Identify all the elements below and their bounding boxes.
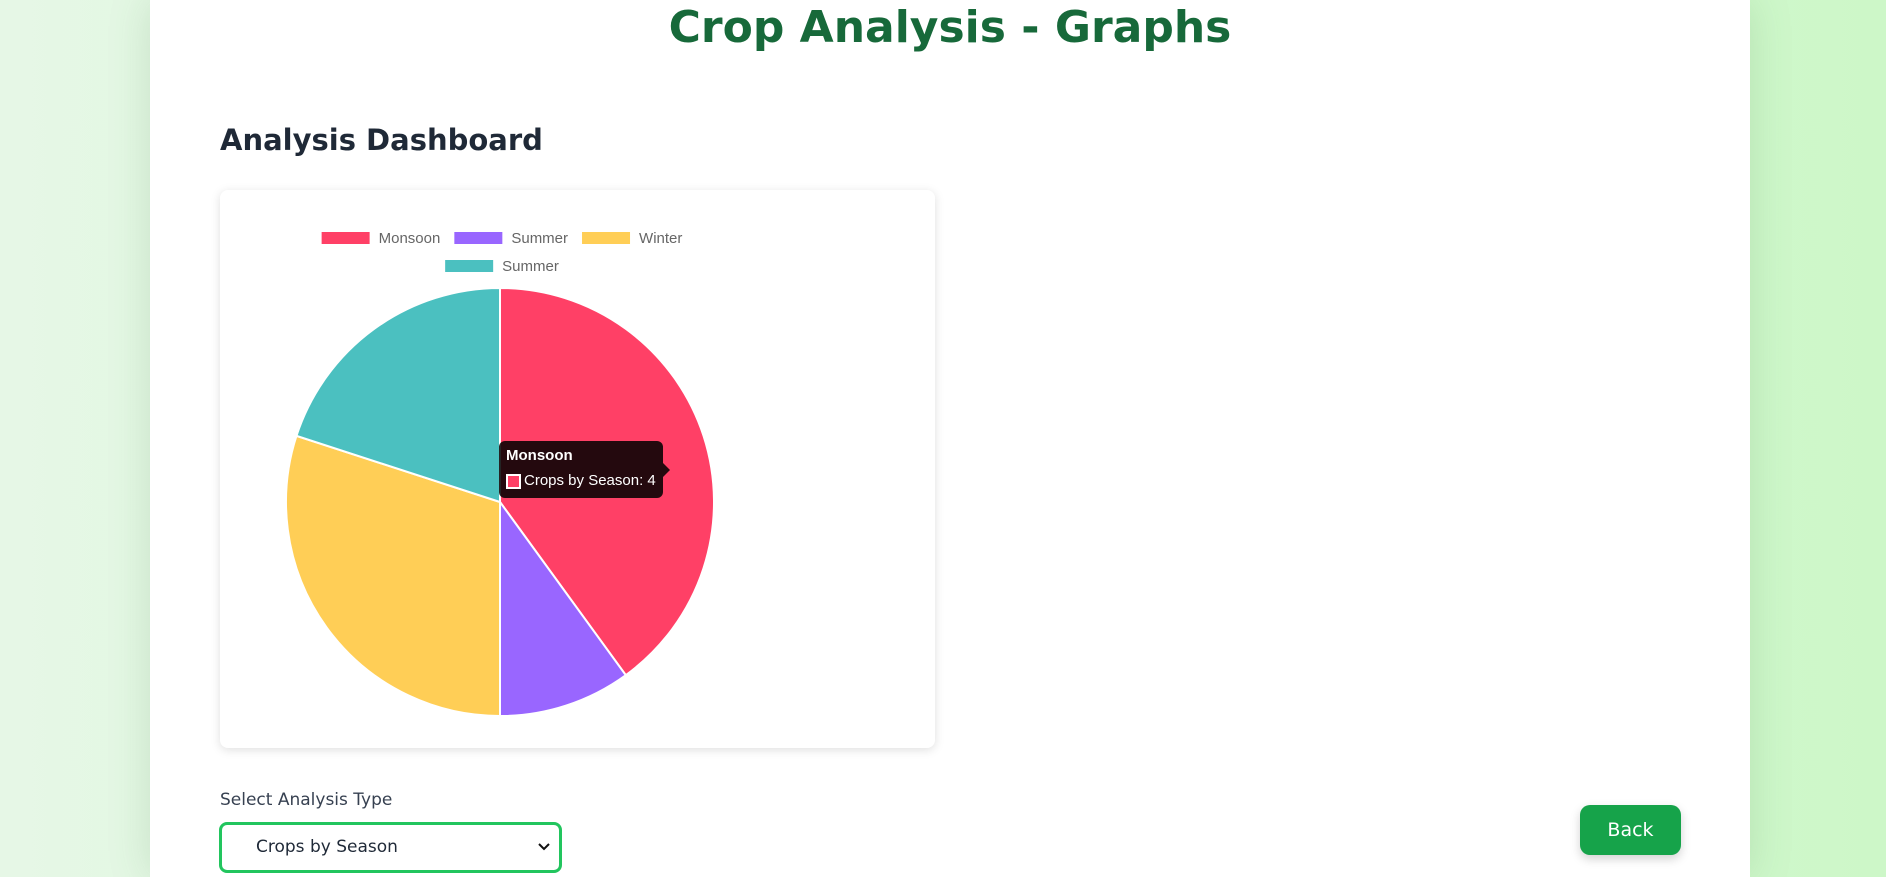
dashboard-title: Analysis Dashboard bbox=[220, 123, 543, 157]
tooltip-title: Monsoon bbox=[506, 447, 573, 464]
analysis-type-select[interactable]: Crops by Season bbox=[219, 822, 562, 873]
chart-tooltip: Monsoon Crops by Season: 4 bbox=[499, 441, 670, 498]
select-value: Crops by Season bbox=[256, 837, 398, 857]
page-title: Crop Analysis - Graphs bbox=[668, 2, 1232, 53]
legend-label-3[interactable]: Summer bbox=[502, 258, 559, 275]
pie-slice-1[interactable] bbox=[499, 498, 628, 718]
legend-label-2[interactable]: Winter bbox=[639, 230, 682, 247]
back-button[interactable]: Back bbox=[1580, 805, 1681, 855]
legend-swatch-0[interactable] bbox=[321, 232, 370, 244]
select-analysis-label: Select Analysis Type bbox=[220, 790, 393, 810]
legend-swatch-2[interactable] bbox=[582, 232, 631, 244]
legend-label-0[interactable]: Monsoon bbox=[379, 230, 441, 247]
pie-slice-2[interactable] bbox=[285, 434, 501, 718]
legend-swatch-1[interactable] bbox=[454, 232, 503, 244]
chart-card: Monsoon Summer Winter Summer Monsoon Crops … bbox=[220, 190, 935, 748]
tooltip-color-swatch bbox=[506, 474, 521, 489]
legend-swatch-3[interactable] bbox=[445, 260, 494, 272]
chevron-down-icon bbox=[538, 843, 550, 851]
page-container: Crop Analysis - Graphs Analysis Dashboar… bbox=[150, 0, 1750, 877]
pie-slice-3[interactable] bbox=[295, 286, 501, 504]
legend-label-1[interactable]: Summer bbox=[511, 230, 568, 247]
tooltip-body: Crops by Season: 4 bbox=[524, 472, 656, 489]
